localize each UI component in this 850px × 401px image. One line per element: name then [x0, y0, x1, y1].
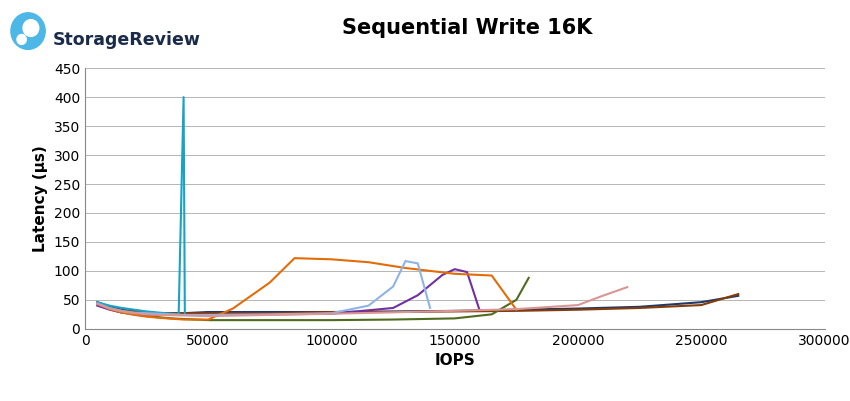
Circle shape	[11, 13, 45, 49]
Text: Sequential Write 16K: Sequential Write 16K	[343, 18, 592, 38]
Y-axis label: Latency (μs): Latency (μs)	[33, 145, 48, 252]
Text: StorageReview: StorageReview	[53, 31, 201, 49]
Circle shape	[17, 34, 26, 45]
Circle shape	[23, 20, 39, 36]
X-axis label: IOPS: IOPS	[434, 353, 475, 368]
